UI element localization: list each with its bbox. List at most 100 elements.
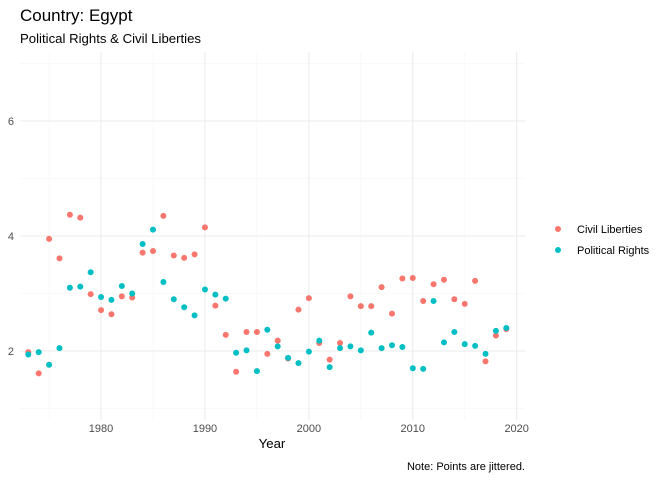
data-point xyxy=(274,337,281,344)
data-point xyxy=(233,368,240,375)
data-point xyxy=(243,329,250,336)
data-point xyxy=(461,341,468,348)
grid-lines xyxy=(20,52,525,420)
data-point xyxy=(35,370,42,377)
data-point xyxy=(98,307,105,314)
data-point xyxy=(409,365,416,372)
data-point xyxy=(139,241,146,248)
data-point xyxy=(305,295,312,302)
data-point xyxy=(316,337,323,344)
data-point xyxy=(87,291,94,298)
data-point xyxy=(160,212,167,219)
data-point xyxy=(264,326,271,333)
x-tick-label: 1980 xyxy=(89,423,113,435)
data-point xyxy=(472,342,479,349)
chart-subtitle: Political Rights & Civil Liberties xyxy=(20,31,201,46)
data-point xyxy=(25,351,32,358)
y-tick-label: 2 xyxy=(8,346,14,358)
x-axis-ticks: 1980 1990 2000 2010 2020 xyxy=(89,423,529,435)
data-point xyxy=(347,343,354,350)
data-point xyxy=(222,295,229,302)
data-point xyxy=(295,306,302,313)
data-point xyxy=(77,214,84,221)
data-point xyxy=(139,249,146,256)
data-point xyxy=(389,310,395,317)
data-point xyxy=(77,283,84,290)
data-point xyxy=(347,293,354,300)
data-point xyxy=(191,251,198,258)
data-point xyxy=(399,275,406,282)
data-point xyxy=(108,296,115,303)
data-point xyxy=(337,345,344,352)
data-point xyxy=(482,350,489,357)
y-tick-label: 4 xyxy=(8,231,14,243)
data-point xyxy=(440,339,447,346)
data-point xyxy=(430,297,437,304)
data-point xyxy=(389,342,395,349)
data-point xyxy=(451,296,458,303)
legend: Civil Liberties Political Rights xyxy=(555,224,650,257)
data-point xyxy=(420,365,427,372)
data-point xyxy=(108,311,115,318)
chart-caption: Note: Points are jittered. xyxy=(407,461,525,473)
data-point xyxy=(378,345,385,352)
data-point xyxy=(201,224,208,231)
legend-label: Political Rights xyxy=(577,245,650,257)
data-point xyxy=(285,354,292,361)
data-point xyxy=(56,345,63,352)
data-point xyxy=(409,274,416,281)
data-point xyxy=(170,296,177,303)
data-point xyxy=(253,368,260,375)
data-point xyxy=(222,331,229,338)
data-point xyxy=(160,279,167,285)
legend-marker xyxy=(555,247,561,253)
data-points xyxy=(25,211,510,377)
data-point xyxy=(243,347,250,354)
data-point xyxy=(56,255,63,262)
data-point xyxy=(326,364,333,371)
y-axis-ticks: 2 4 6 xyxy=(8,116,14,358)
data-point xyxy=(35,349,42,356)
data-point xyxy=(492,327,499,334)
data-point xyxy=(98,293,105,300)
data-point xyxy=(326,356,333,363)
data-point xyxy=(420,297,427,304)
data-point xyxy=(181,304,188,311)
legend-marker xyxy=(555,226,561,232)
data-point xyxy=(170,252,177,259)
data-point xyxy=(118,283,125,290)
data-point xyxy=(181,254,188,261)
chart-title: Country: Egypt xyxy=(20,6,133,25)
data-point xyxy=(337,339,344,346)
data-point xyxy=(191,312,198,319)
x-tick-label: 2020 xyxy=(504,423,528,435)
x-tick-label: 2000 xyxy=(297,423,321,435)
data-point xyxy=(482,358,489,365)
data-point xyxy=(46,235,53,242)
data-point xyxy=(253,329,260,336)
data-point xyxy=(368,303,375,310)
data-point xyxy=(212,302,219,309)
data-point xyxy=(201,286,208,293)
data-point xyxy=(430,281,437,288)
data-point xyxy=(274,343,281,350)
x-tick-label: 1990 xyxy=(193,423,217,435)
data-point xyxy=(399,343,406,350)
data-point xyxy=(150,247,156,254)
data-point xyxy=(305,348,312,355)
data-point xyxy=(46,361,53,368)
data-point xyxy=(492,332,499,339)
data-point xyxy=(472,277,479,284)
data-point xyxy=(451,329,458,336)
legend-label: Civil Liberties xyxy=(577,224,643,236)
data-point xyxy=(357,347,364,354)
y-tick-label: 6 xyxy=(8,116,14,128)
data-point xyxy=(368,329,375,336)
data-point xyxy=(233,349,240,356)
data-point xyxy=(66,284,73,291)
data-point xyxy=(129,290,136,297)
data-point xyxy=(118,293,125,300)
x-axis-title: Year xyxy=(259,436,286,451)
data-point xyxy=(503,325,510,331)
